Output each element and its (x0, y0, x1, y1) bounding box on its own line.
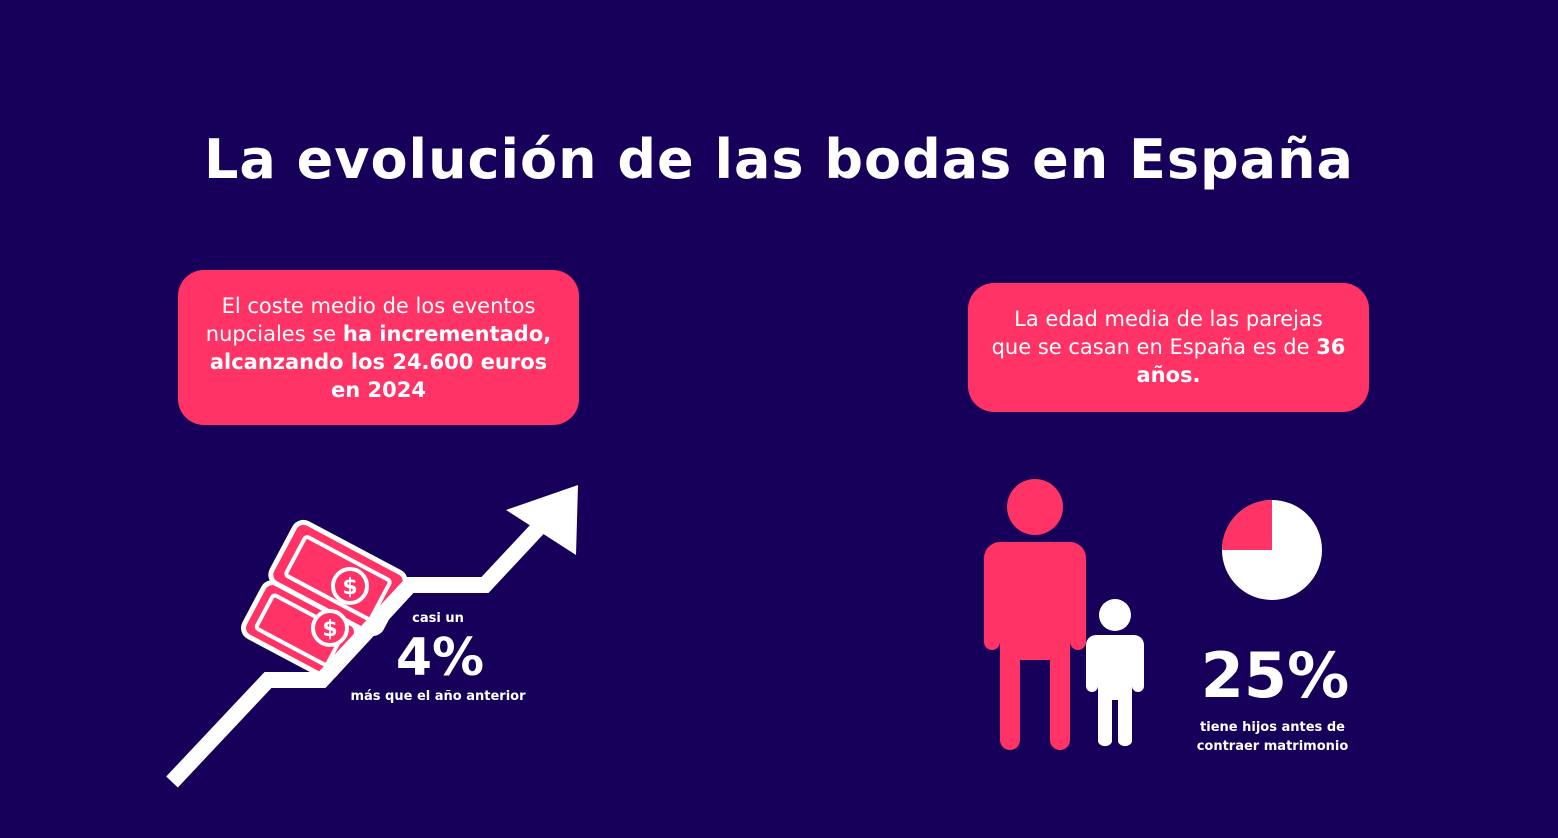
adult-person-icon (984, 479, 1086, 750)
growth-prefix: casi un (412, 611, 464, 626)
child-person-icon (1086, 599, 1144, 747)
svg-text:$: $ (322, 617, 337, 642)
growth-value: 4% (395, 628, 485, 688)
dollar-coin-icon: $ $ (311, 567, 369, 647)
pie-slice-highlight (1222, 500, 1272, 550)
age-line-3-bold: años. (1136, 363, 1201, 387)
cost-line-2-text: nupciales se (205, 322, 343, 346)
cost-line-3: alcanzando los 24.600 euros (178, 348, 579, 376)
age-line-2-bold: 36 (1316, 335, 1346, 359)
age-line-3: años. (968, 361, 1369, 389)
page-title: La evolución de las bodas en España (203, 128, 1354, 191)
children-caption-line-1: tiene hijos antes de (1200, 720, 1345, 735)
cost-line-2: nupciales se ha incrementado, (178, 320, 579, 348)
children-value: 25% (1200, 639, 1350, 712)
cost-line-4: en 2024 (178, 376, 579, 404)
cost-line-1: El coste medio de los eventos (221, 294, 536, 318)
age-line-2-text: que se casan en España es de (991, 335, 1317, 359)
cost-line-4-bold: en 2024 (331, 378, 426, 402)
cost-info-card: El coste medio de los eventos nupciales … (178, 270, 579, 425)
growth-suffix: más que el año anterior (350, 689, 526, 704)
cost-line-3-bold: alcanzando los 24.600 euros (209, 350, 548, 374)
cost-line-2-bold: ha incrementado, (342, 322, 552, 346)
age-line-1: La edad media de las parejas (1014, 307, 1323, 331)
children-caption: tiene hijos antes de contraer matrimonio (1170, 718, 1375, 756)
age-info-card: La edad media de las parejas que se casa… (968, 283, 1369, 412)
svg-text:$: $ (342, 575, 357, 600)
trend-up-arrow-icon (166, 485, 578, 788)
age-line-2: que se casan en España es de 36 (968, 333, 1369, 361)
children-caption-line-2: contraer matrimonio (1196, 739, 1349, 754)
pie-chart-icon (1222, 500, 1322, 600)
